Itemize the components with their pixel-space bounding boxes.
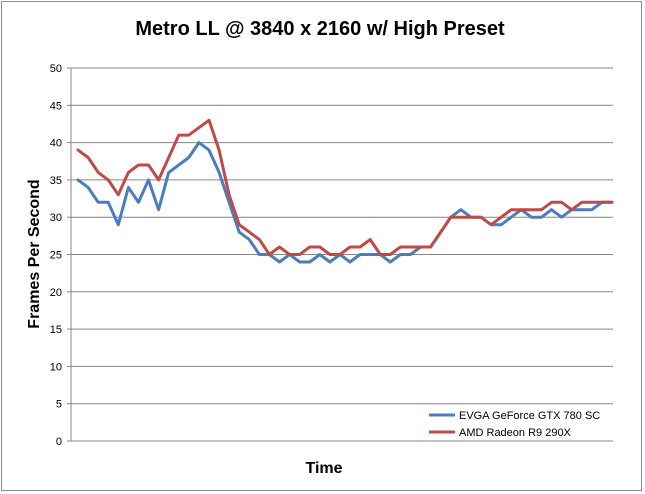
gridlines <box>67 67 613 442</box>
legend: EVGA GeForce GTX 780 SC AMD Radeon R9 290… <box>429 410 600 439</box>
y-tick-label-45: 45 <box>50 100 62 112</box>
y-tick-label-20: 20 <box>50 287 62 299</box>
legend-label-1: EVGA GeForce GTX 780 SC <box>459 410 600 422</box>
y-tick-label-35: 35 <box>50 175 62 187</box>
series-line-2 <box>76 118 614 256</box>
y-tick-label-0: 0 <box>56 436 62 448</box>
legend-label-2: AMD Radeon R9 290X <box>459 427 572 439</box>
chart-title: Metro LL @ 3840 x 2160 w/ High Preset <box>135 18 505 40</box>
y-tick-labels: 0 5 10 15 20 25 30 35 40 45 50 <box>50 63 62 448</box>
y-tick-label-15: 15 <box>50 324 62 336</box>
y-tick-label-5: 5 <box>56 399 62 411</box>
y-tick-label-10: 10 <box>50 361 62 373</box>
series-lines <box>76 118 614 264</box>
y-tick-label-25: 25 <box>50 250 62 262</box>
y-axis-label: Frames Per Second <box>26 179 43 328</box>
x-axis-label: Time <box>305 460 342 477</box>
series-line-1 <box>76 141 614 264</box>
y-tick-label-50: 50 <box>50 63 62 75</box>
y-tick-label-40: 40 <box>50 138 62 150</box>
y-tick-label-30: 30 <box>50 212 62 224</box>
axes <box>70 68 613 442</box>
